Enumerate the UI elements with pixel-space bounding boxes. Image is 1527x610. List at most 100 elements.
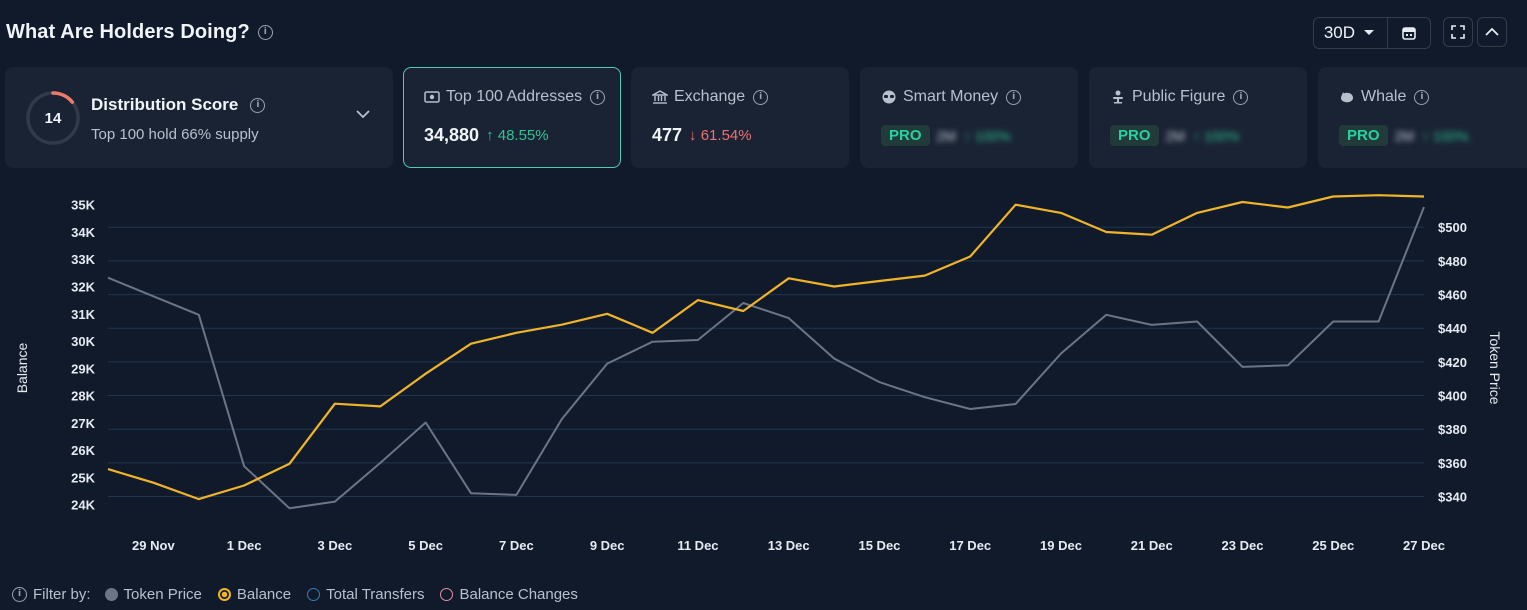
- exchange-value-row: 477 ↓ 61.54%: [652, 125, 752, 146]
- legend-item-balance[interactable]: Balance: [217, 586, 292, 603]
- public-figure-label: Public Figure i: [1110, 88, 1249, 106]
- top100-card[interactable]: Top 100 Addresses i 34,880 ↑ 48.55%: [403, 67, 621, 168]
- y2-tick-label: $460: [1438, 288, 1467, 303]
- expand-icon: [1451, 25, 1465, 39]
- fullscreen-button[interactable]: [1443, 17, 1473, 47]
- info-icon[interactable]: i: [753, 89, 769, 105]
- exchange-value: 477: [652, 125, 683, 145]
- locked-value: 2M ↑ 100%: [1166, 128, 1240, 144]
- top100-label: Top 100 Addresses i: [424, 88, 606, 106]
- legend-item-total-transfers[interactable]: Total Transfers: [307, 586, 424, 603]
- x-tick-label: 3 Dec: [318, 538, 353, 553]
- locked-value: 2M ↑ 100%: [937, 128, 1011, 144]
- y-tick-label: 25K: [71, 470, 95, 485]
- token-price-line: [107, 206, 1425, 510]
- x-tick-label: 29 Nov: [132, 538, 175, 553]
- y-tick-label: 31K: [71, 307, 95, 322]
- chevron-up-icon: [1485, 27, 1499, 36]
- x-tick-label: 11 Dec: [677, 538, 718, 553]
- y2-tick-label: $500: [1438, 220, 1467, 235]
- legend-label: Total Transfers: [326, 586, 425, 603]
- y-tick-label: 30K: [71, 334, 95, 349]
- whale-label-text: Whale: [1361, 88, 1407, 105]
- info-icon[interactable]: i: [12, 587, 27, 602]
- y-axis-right: $340 $360 $380 $400 $420 $440 $460 $480 $500: [1438, 220, 1467, 504]
- locked-number: 2M: [1165, 127, 1185, 144]
- holders-chart[interactable]: 24K 25K 26K 27K 28K 29K 30K 31K 32K 33K 34K 35K $34…: [0, 190, 1527, 570]
- y2-tick-label: $340: [1438, 490, 1467, 505]
- locked-change: ↑ 100%: [963, 127, 1011, 144]
- exchange-card[interactable]: Exchange i 477 ↓ 61.54%: [631, 67, 849, 168]
- legend-label: Balance Changes: [459, 586, 578, 603]
- header: What Are Holders Doing? i: [6, 16, 273, 48]
- info-icon[interactable]: i: [590, 89, 606, 105]
- y2-tick-label: $440: [1438, 321, 1467, 336]
- top100-label-text: Top 100 Addresses: [446, 88, 583, 105]
- top100-value: 34,880: [424, 125, 480, 145]
- whale-card[interactable]: Whale i PRO 2M ↑ 100%: [1318, 67, 1527, 168]
- money-icon: [424, 91, 440, 103]
- legend-label: Balance: [236, 586, 292, 603]
- x-tick-label: 5 Dec: [408, 538, 443, 553]
- balance-changes-dot: [440, 588, 454, 601]
- locked-change-value: 100%: [1432, 127, 1469, 144]
- y-axis-label: Balance: [14, 342, 30, 393]
- y2-tick-label: $380: [1438, 422, 1467, 437]
- info-icon[interactable]: i: [257, 24, 273, 40]
- smart-money-label: Smart Money i: [881, 88, 1022, 106]
- y2-tick-label: $360: [1438, 456, 1467, 471]
- x-tick-label: 27 Dec: [1403, 538, 1445, 553]
- smart-money-value-row: PRO 2M ↑ 100%: [881, 125, 1011, 146]
- top100-value-row: 34,880 ↑ 48.55%: [424, 125, 549, 146]
- chevron-down-icon[interactable]: [356, 110, 370, 119]
- calendar-button[interactable]: [1388, 18, 1430, 48]
- caret-down-icon: [1364, 30, 1374, 35]
- x-tick-label: 1 Dec: [227, 538, 262, 553]
- y-tick-label: 33K: [71, 252, 95, 267]
- locked-value: 2M ↑ 100%: [1395, 128, 1469, 144]
- legend-item-token-price[interactable]: Token Price: [104, 586, 202, 603]
- y2-tick-label: $400: [1438, 389, 1467, 404]
- y-tick-label: 26K: [71, 443, 95, 458]
- whale-icon: [1341, 92, 1353, 103]
- info-icon[interactable]: i: [250, 97, 266, 113]
- series: [107, 194, 1425, 510]
- x-tick-label: 13 Dec: [768, 538, 810, 553]
- period-selector: 30D: [1312, 17, 1431, 49]
- exchange-label: Exchange i: [652, 88, 769, 106]
- y2-axis-label: Token Price: [1487, 331, 1503, 404]
- grid: [108, 226, 1424, 498]
- podium-icon: [1113, 90, 1123, 104]
- distribution-score-card[interactable]: 14 Distribution Score i Top 100 hold 66%…: [5, 67, 393, 168]
- distribution-title: Distribution Score i: [91, 95, 266, 115]
- token-price-dot: [104, 588, 118, 601]
- distribution-title-text: Distribution Score: [91, 95, 239, 114]
- locked-change: ↑ 100%: [1192, 127, 1240, 144]
- y2-tick-label: $480: [1438, 254, 1467, 269]
- exchange-change: ↓ 61.54%: [689, 127, 752, 144]
- y-tick-label: 28K: [71, 389, 95, 404]
- legend-item-balance-changes[interactable]: Balance Changes: [440, 586, 578, 603]
- score-value: 14: [45, 110, 62, 127]
- period-dropdown[interactable]: 30D: [1314, 18, 1388, 48]
- pro-badge[interactable]: PRO: [1110, 125, 1159, 146]
- top100-change-value: 48.55%: [497, 127, 549, 144]
- locked-number: 2M: [936, 127, 956, 144]
- legend: i Filter by: Token Price Balance Total T…: [12, 586, 594, 603]
- x-axis: 29 Nov 1 Dec 3 Dec 5 Dec 7 Dec 9 Dec 11 Dec 13 …: [132, 538, 1445, 553]
- pro-badge[interactable]: PRO: [881, 125, 930, 146]
- legend-label: Token Price: [123, 586, 202, 603]
- x-tick-label: 15 Dec: [858, 538, 900, 553]
- info-icon[interactable]: i: [1233, 89, 1249, 105]
- pro-badge[interactable]: PRO: [1339, 125, 1388, 146]
- smart-money-card[interactable]: Smart Money i PRO 2M ↑ 100%: [860, 67, 1078, 168]
- public-figure-card[interactable]: Public Figure i PRO 2M ↑ 100%: [1089, 67, 1307, 168]
- public-figure-value-row: PRO 2M ↑ 100%: [1110, 125, 1240, 146]
- smart-money-label-text: Smart Money: [903, 88, 999, 105]
- info-icon[interactable]: i: [1006, 89, 1022, 105]
- locked-change: ↑ 100%: [1421, 127, 1469, 144]
- collapse-button[interactable]: [1477, 17, 1507, 47]
- info-icon[interactable]: i: [1414, 89, 1430, 105]
- score-ring: 14: [26, 91, 80, 145]
- balance-line: [107, 194, 1425, 501]
